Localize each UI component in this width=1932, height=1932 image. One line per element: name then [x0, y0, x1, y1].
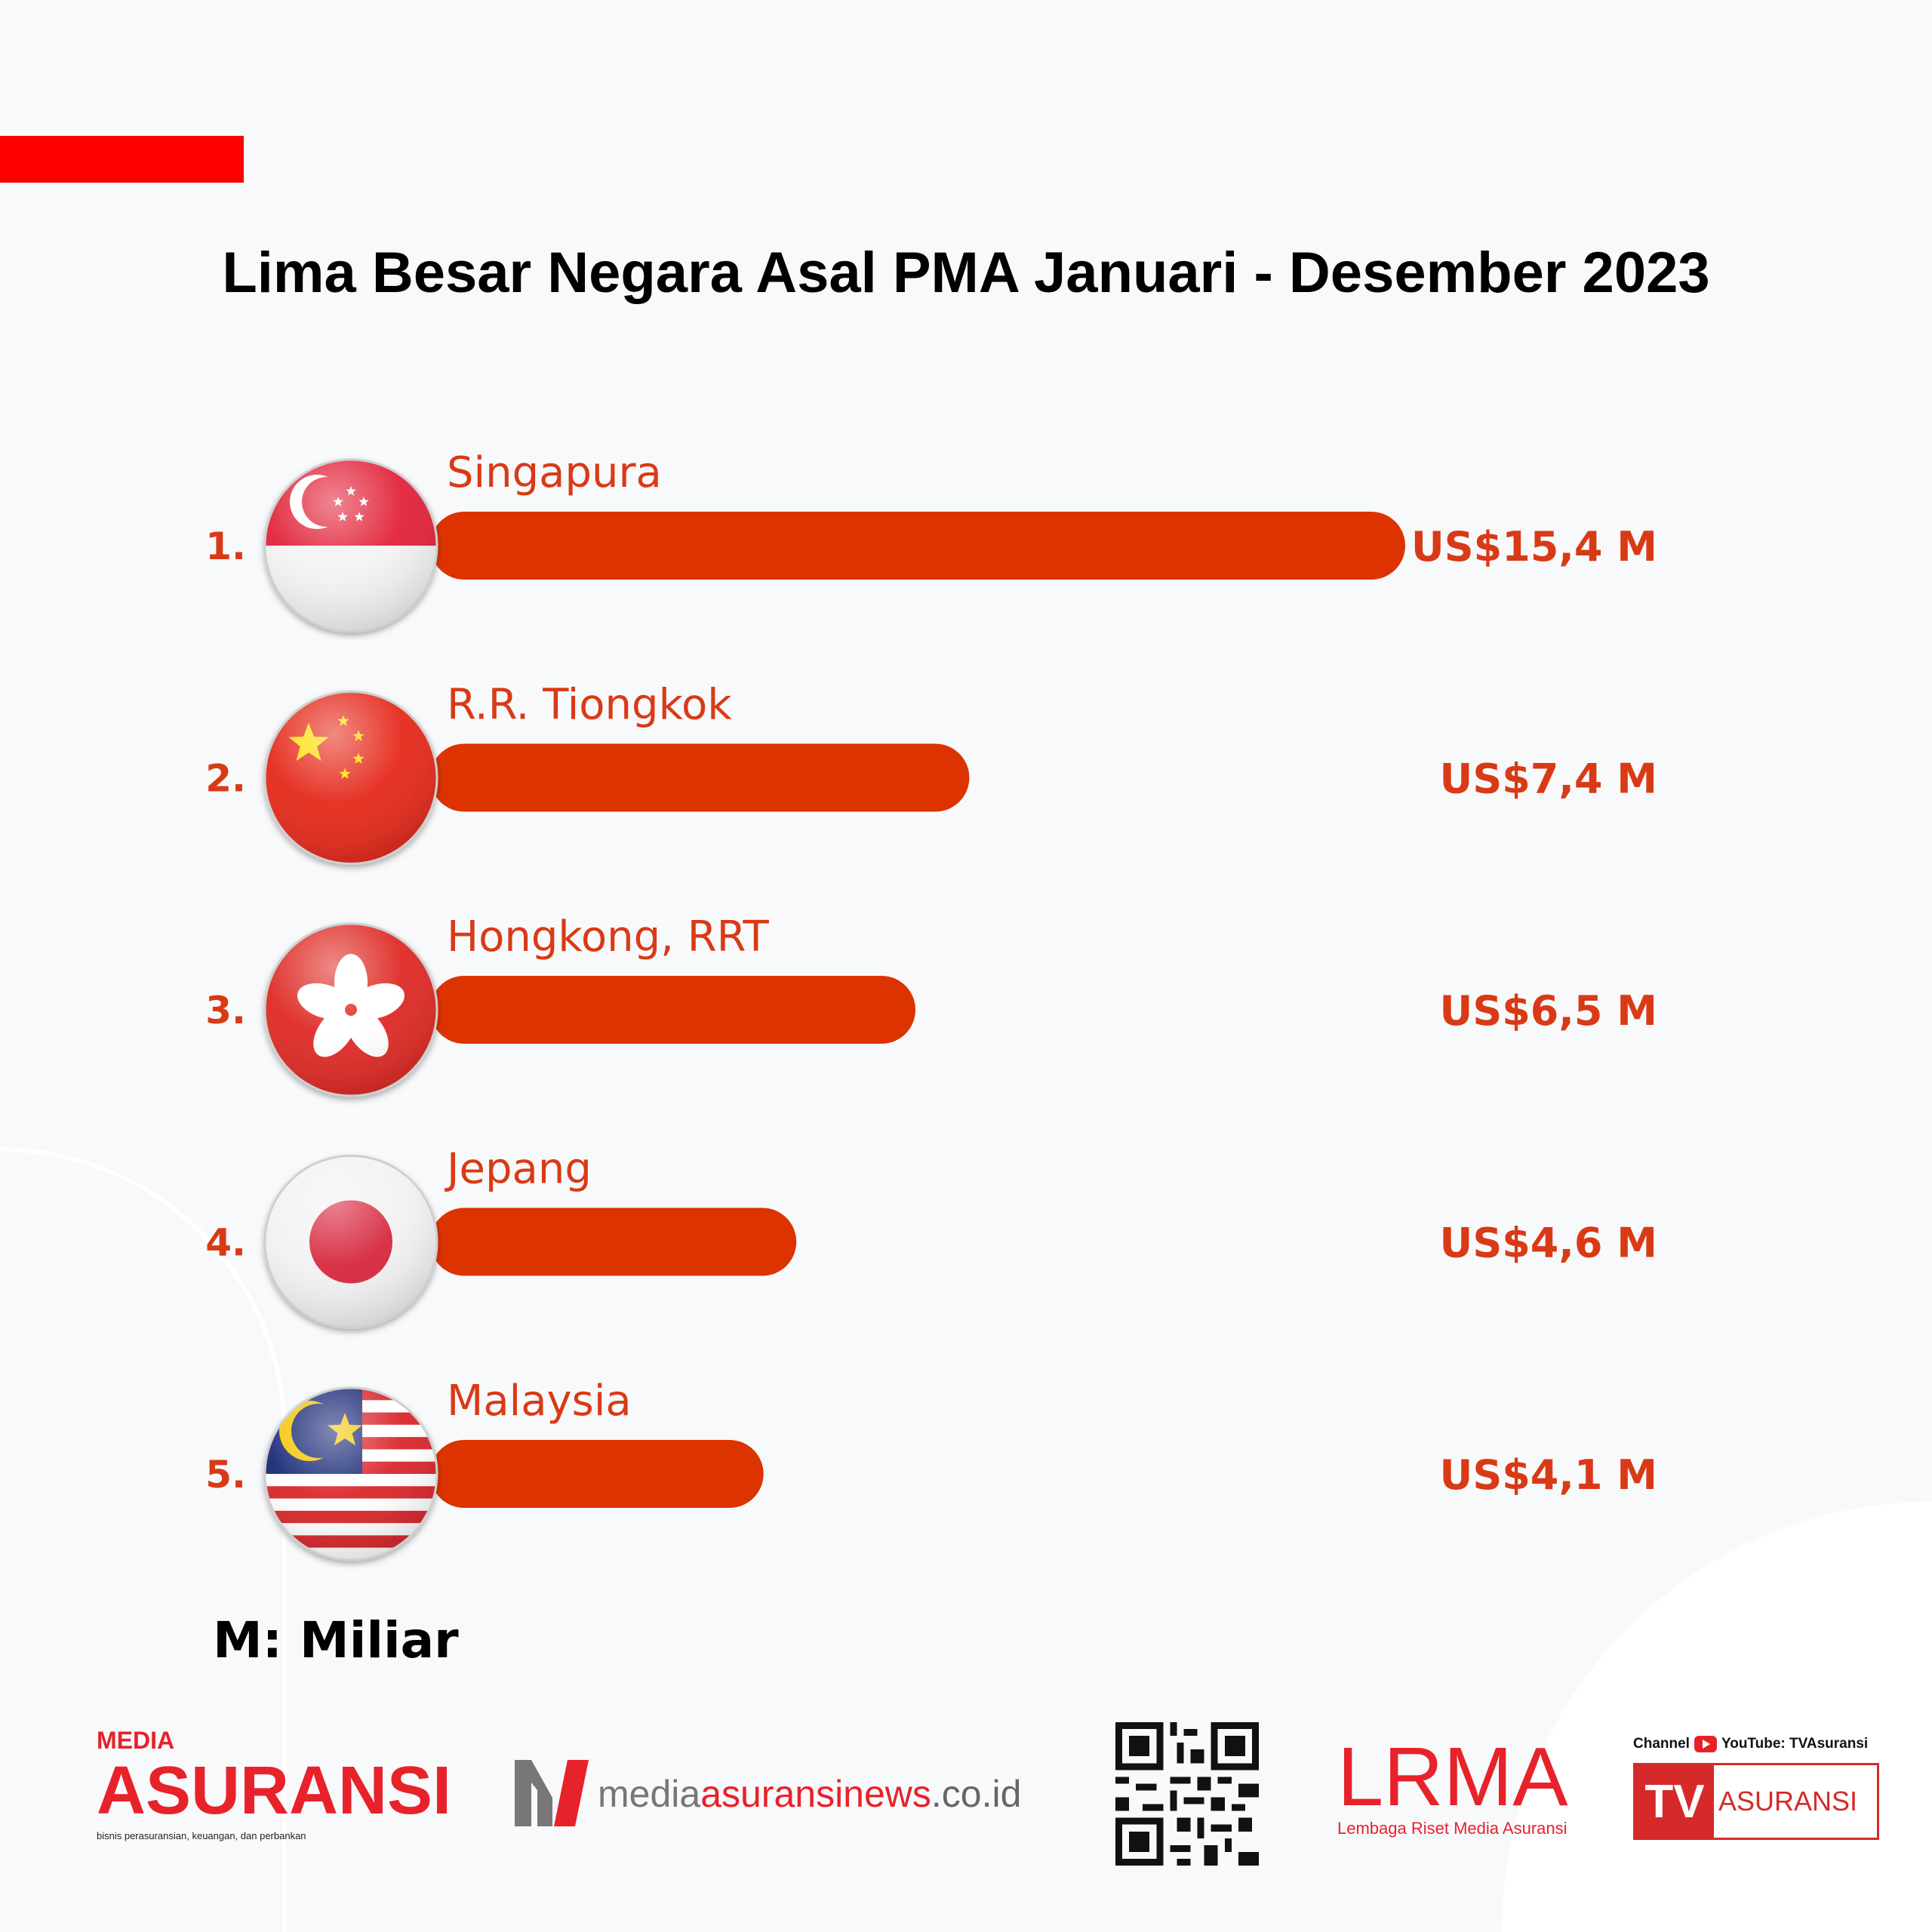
bar-row-singapore: 1. Singapura US$15,4 M — [205, 448, 1657, 633]
url-part: asuransinews — [700, 1773, 931, 1815]
china-flag-icon — [263, 691, 438, 865]
rank-label: 4. — [205, 1221, 246, 1265]
value-label: US$4,6 M — [1439, 1220, 1657, 1267]
footer: MEDIA ASURANSI bisnis perasuransian, keu… — [0, 1713, 1932, 1879]
logo-main-text: ASURANSI — [97, 1753, 452, 1829]
bar-row-hongkong: 3. Hongkong, RRT US$6,5 M — [205, 912, 1657, 1097]
asuransi-text: ASURANSI — [1718, 1786, 1858, 1817]
category-label: Hongkong, RRT — [447, 912, 769, 961]
lrma-logo: LRMA Lembaga Riset Media Asuransi — [1337, 1736, 1568, 1838]
category-label: Singapura — [447, 448, 662, 497]
url-part: media — [598, 1773, 701, 1815]
bar — [430, 1440, 764, 1508]
youtube-icon — [1694, 1736, 1717, 1752]
tv-asuransi-logo: Channel YouTube: TVAsuransi TV ASURANSI — [1633, 1736, 1879, 1840]
website-link[interactable]: mediaasuransinews.co.id — [515, 1760, 1021, 1828]
bar — [430, 512, 1405, 580]
lrma-text: LRMA — [1337, 1730, 1568, 1823]
category-label: Jepang — [445, 1145, 592, 1194]
value-label: US$7,4 M — [1439, 755, 1657, 803]
url-part: .co.id — [931, 1773, 1022, 1815]
rank-label: 5. — [205, 1453, 246, 1497]
rank-label: 3. — [205, 989, 246, 1032]
value-label: US$6,5 M — [1439, 987, 1657, 1035]
media-asuransi-logo: MEDIA ASURANSI bisnis perasuransian, keu… — [97, 1727, 451, 1841]
qr-code-icon[interactable] — [1115, 1722, 1259, 1866]
bar — [430, 743, 970, 812]
chart-title: Lima Besar Negara Asal PMA Januari - Des… — [222, 241, 1710, 305]
malaysia-flag-icon — [263, 1386, 438, 1561]
unit-note: M: Miliar — [213, 1611, 459, 1669]
singapore-flag-icon — [263, 458, 438, 633]
japan-flag-icon — [263, 1155, 438, 1329]
bar — [430, 976, 916, 1044]
accent-bar — [0, 136, 244, 183]
logo-top-text: MEDIA — [97, 1727, 175, 1754]
bar-row-japan: 4. Jepang US$4,6 M — [205, 1145, 1657, 1329]
channel-label: Channel — [1633, 1736, 1690, 1752]
category-label: R.R. Tiongkok — [447, 681, 732, 730]
youtube-channel[interactable]: YouTube: TVAsuransi — [1721, 1736, 1869, 1752]
bar — [430, 1208, 797, 1276]
rank-label: 2. — [205, 757, 246, 801]
category-label: Malaysia — [447, 1377, 632, 1426]
lrma-subtitle: Lembaga Riset Media Asuransi — [1337, 1819, 1567, 1838]
hongkong-flag-icon — [263, 922, 438, 1097]
bar-row-malaysia: 5. Malaysia US$4,1 M — [205, 1377, 1657, 1561]
tv-text: TV — [1635, 1765, 1714, 1838]
bar-row-china: 2. R.R. Tiongkok US$7,4 M — [205, 681, 1657, 865]
logo-tagline: bisnis perasuransian, keuangan, dan perb… — [97, 1830, 306, 1841]
rank-label: 1. — [205, 525, 246, 568]
m-logo-icon — [515, 1760, 589, 1826]
value-label: US$4,1 M — [1439, 1451, 1657, 1499]
value-label: US$15,4 M — [1411, 523, 1657, 571]
